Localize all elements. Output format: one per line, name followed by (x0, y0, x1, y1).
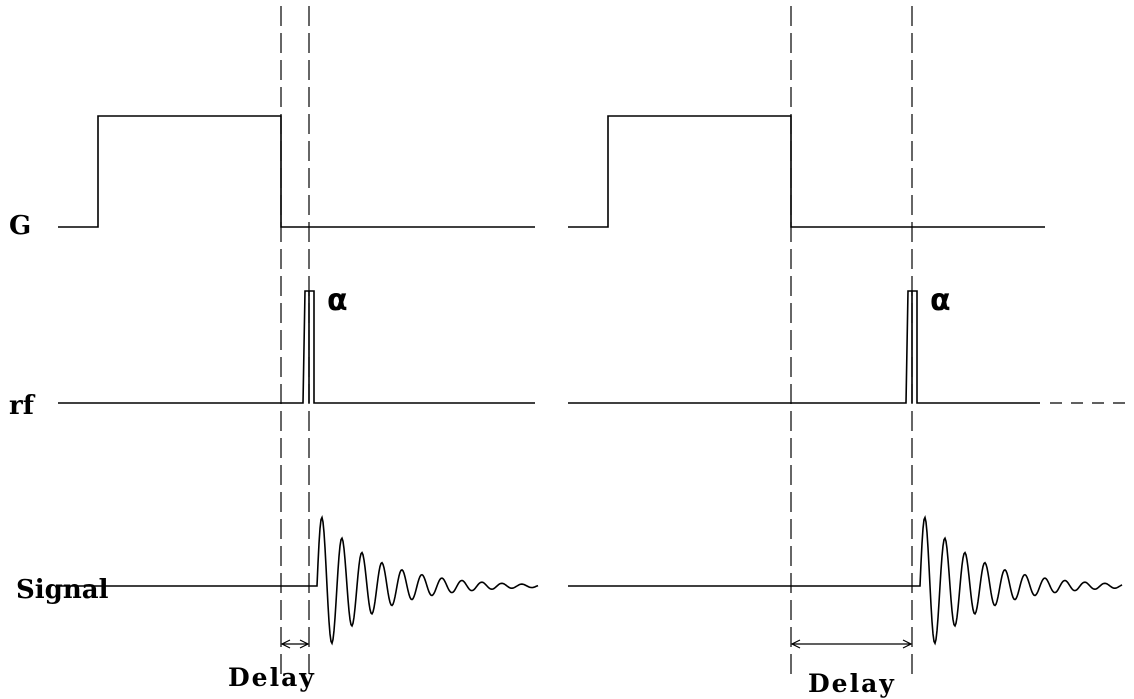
signal-trace (568, 515, 1123, 646)
signal-row-label: Signal (16, 575, 109, 605)
flip-angle-label: α (327, 283, 348, 318)
panel-long-delay: α Delay (568, 6, 1125, 698)
panel-short-delay: α Delay (58, 6, 539, 692)
delay-label: Delay (228, 663, 316, 692)
delay-label: Delay (808, 669, 896, 698)
gradient-trace (58, 115, 535, 228)
rf-row-label: rf (9, 391, 36, 421)
rf-trace (568, 290, 1040, 404)
delay-arrow (280, 639, 310, 649)
delay-arrow (790, 639, 913, 649)
signal-trace (58, 515, 539, 646)
rf-trace (58, 290, 535, 404)
flip-angle-label: α (930, 283, 951, 318)
gradient-row-label: G (9, 211, 31, 241)
gradient-trace (568, 115, 1045, 228)
